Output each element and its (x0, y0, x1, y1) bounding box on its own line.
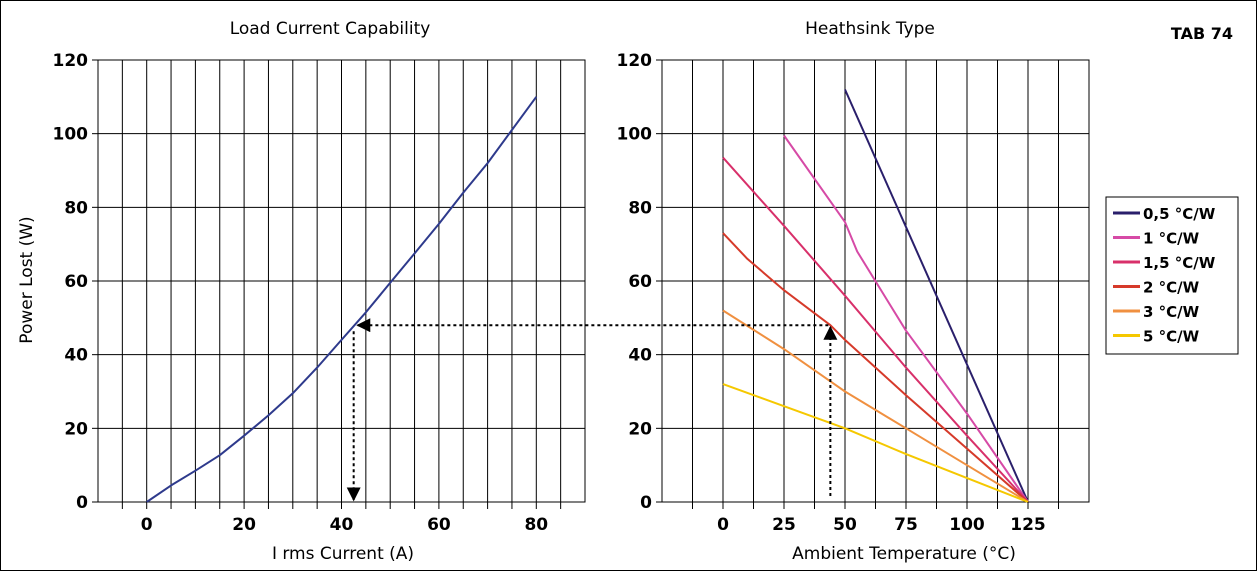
y-tick-label: 40 (628, 346, 652, 366)
x-tick-label: 25 (772, 515, 796, 535)
x-tick-label: 0 (141, 515, 153, 535)
series-group-right (722, 89, 1029, 503)
x-tick-label: 20 (232, 515, 256, 535)
x-tick-label: 0 (717, 515, 729, 535)
legend-label: 1 °C/W (1143, 230, 1200, 248)
tab-label: TAB 74 (1171, 24, 1233, 43)
series-line-right-3 (722, 232, 1029, 503)
y-tick-label: 60 (64, 272, 88, 292)
grid-left (98, 60, 585, 502)
y-tick-label: 20 (628, 419, 652, 439)
y-tick-label: 80 (64, 198, 88, 218)
series-line-right-1 (783, 134, 1029, 503)
chart-load-current: 0 20 40 60 80 100 120 0 20 40 60 80 Load Current Ca… (17, 19, 586, 564)
chart-title-right: Heathsink Type (805, 19, 935, 39)
x-tick-label: 60 (427, 515, 451, 535)
legend-label: 1,5 °C/W (1143, 254, 1216, 272)
y-tick-label: 120 (617, 51, 653, 71)
y-tick-label: 20 (64, 419, 88, 439)
legend-label: 0,5 °C/W (1143, 205, 1216, 223)
y-tick-label: 80 (628, 198, 652, 218)
x-tick-label: 125 (1010, 515, 1046, 535)
series-line-right-5 (722, 383, 1029, 503)
series-line-right-0 (844, 89, 1029, 503)
y-tick-label: 100 (617, 125, 653, 145)
legend: 0,5 °C/W 1 °C/W 1,5 °C/W 2 °C/W 3 °C/W 5 °C/W (1105, 196, 1239, 355)
y-tick-label: 0 (76, 493, 88, 513)
x-tick-label: 80 (524, 515, 548, 535)
chart-title-left: Load Current Capability (230, 19, 431, 39)
y-tick-label: 60 (628, 272, 652, 292)
legend-label: 3 °C/W (1143, 303, 1200, 321)
series-line-left-0 (146, 96, 538, 503)
y-tick-label: 40 (64, 346, 88, 366)
ticks-left: 0 20 40 60 80 100 120 0 20 40 60 80 (53, 51, 562, 535)
y-tick-label: 0 (640, 493, 652, 513)
y-axis-label: Power Lost (W) (17, 216, 37, 343)
ticks-right: 0 20 40 60 80 100 120 0 25 50 75 100 125 (617, 51, 1059, 535)
y-tick-label: 120 (53, 51, 89, 71)
chart-heatsink-type: 0 20 40 60 80 100 120 0 25 50 75 100 125 Heathsink T… (617, 19, 1090, 564)
x-tick-label: 100 (949, 515, 985, 535)
series-group-left (146, 96, 538, 503)
series-line-right-2 (722, 156, 1029, 503)
x-axis-label-left: I rms Current (A) (272, 544, 414, 564)
x-tick-label: 50 (833, 515, 857, 535)
series-line-right-4 (722, 309, 1029, 503)
legend-box (1105, 196, 1239, 355)
x-tick-label: 40 (330, 515, 354, 535)
x-axis-label-right: Ambient Temperature (°C) (792, 544, 1016, 564)
y-tick-label: 100 (53, 125, 89, 145)
legend-label: 2 °C/W (1143, 279, 1200, 297)
legend-label: 5 °C/W (1143, 328, 1200, 346)
x-tick-label: 75 (894, 515, 918, 535)
annotation-arrows (346, 318, 838, 502)
